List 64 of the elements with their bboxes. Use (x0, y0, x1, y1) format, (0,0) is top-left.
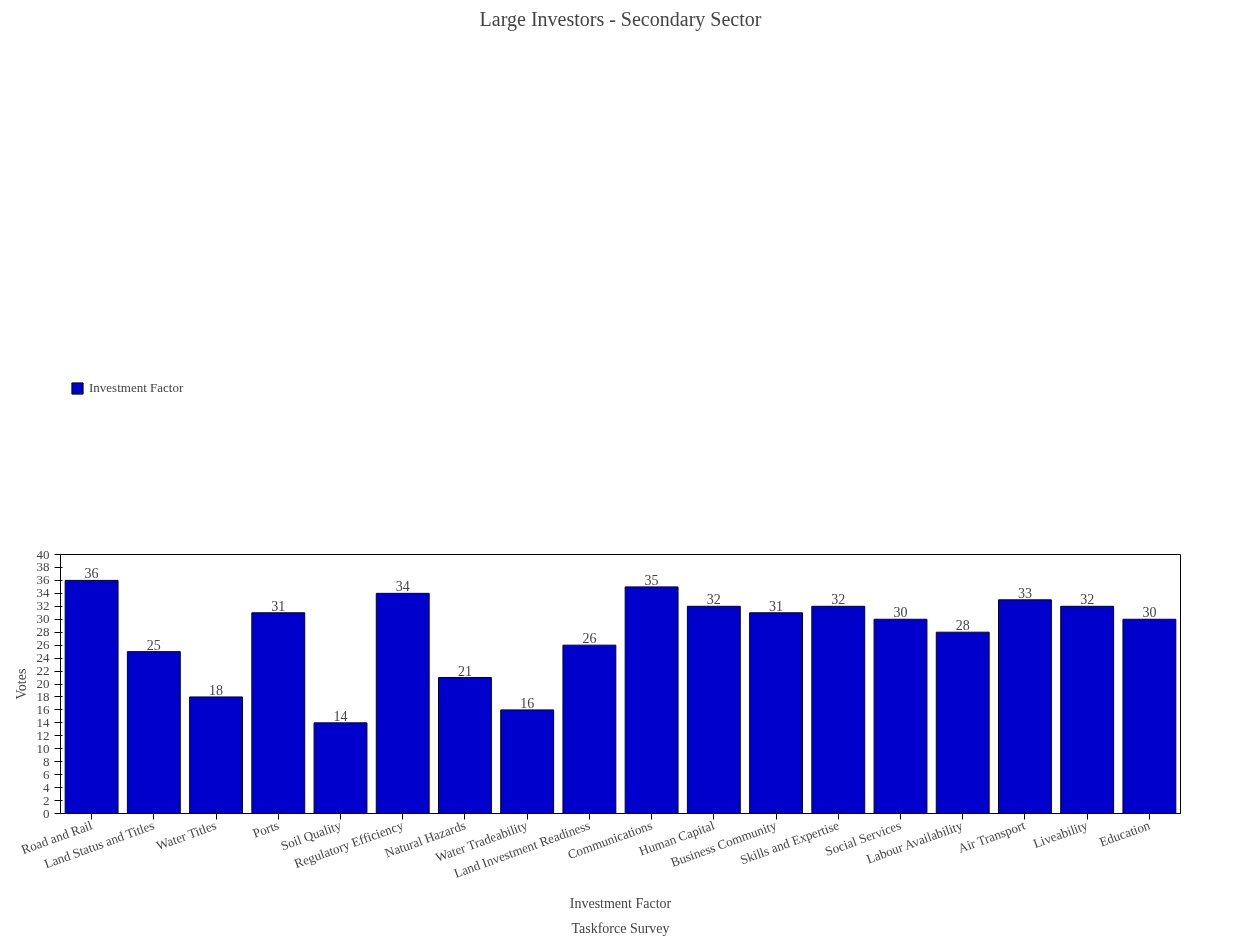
bar (811, 605, 866, 814)
data-label: 36 (84, 566, 99, 582)
y-tick-label: 34 (36, 585, 50, 601)
bar (749, 612, 803, 814)
data-label: 21 (457, 663, 472, 679)
bar (873, 618, 928, 814)
bar (562, 644, 617, 814)
legend-label: Investment Factor (89, 380, 184, 396)
x-tick-label: Water Titles (154, 817, 219, 854)
y-axis-title: Votes (13, 668, 29, 700)
data-label: 32 (831, 592, 846, 608)
bar (251, 612, 306, 814)
bar (313, 722, 368, 814)
bar (189, 696, 243, 814)
data-label: 35 (644, 572, 659, 588)
y-tick-label: 28 (36, 624, 50, 640)
y-tick-label: 32 (36, 598, 50, 614)
data-label: 30 (1142, 605, 1157, 621)
data-label: 31 (271, 598, 286, 614)
bar (686, 605, 741, 814)
data-label: 28 (955, 618, 970, 634)
data-label: 16 (520, 695, 535, 711)
y-tick-label: 18 (36, 688, 50, 704)
y-tick-label: 4 (43, 779, 50, 795)
bar (126, 651, 181, 814)
bar (935, 631, 990, 814)
x-tick-label: Ports (250, 817, 281, 841)
y-tick-label: 24 (36, 650, 50, 666)
y-tick-label: 40 (36, 546, 50, 562)
bar (1122, 618, 1177, 814)
data-label: 32 (706, 592, 721, 608)
data-label: 31 (769, 598, 784, 614)
bar (500, 709, 555, 814)
data-label: 26 (582, 631, 597, 647)
data-label: 25 (146, 637, 161, 653)
y-tick-label: 38 (36, 559, 50, 575)
y-tick-label: 0 (43, 805, 50, 821)
bar (438, 677, 492, 814)
bar (624, 586, 679, 814)
y-tick-label: 6 (43, 766, 50, 782)
y-tick-label: 30 (36, 611, 50, 627)
y-tick-label: 2 (43, 792, 50, 808)
y-tick-label: 36 (36, 572, 50, 588)
data-label: 34 (395, 579, 410, 595)
x-axis-title: Investment Factor (569, 895, 672, 911)
y-tick-label: 12 (36, 727, 50, 743)
y-tick-label: 22 (36, 663, 50, 679)
bar (64, 579, 119, 814)
bar (998, 599, 1052, 814)
y-tick-label: 20 (36, 676, 50, 691)
data-label: 32 (1080, 592, 1095, 608)
text: Taskforce Survey (571, 920, 670, 936)
y-tick-label: 16 (36, 701, 50, 717)
data-label: 30 (893, 605, 908, 621)
data-label: 33 (1017, 585, 1032, 601)
y-tick-label: 26 (36, 637, 50, 653)
y-tick-label: 14 (36, 714, 50, 730)
bar (375, 592, 430, 814)
y-tick-label: 8 (43, 753, 50, 769)
data-label: 18 (209, 682, 224, 698)
y-tick-label: 10 (36, 740, 50, 756)
chart-title: Large Investors - Secondary Sector (479, 7, 762, 31)
bar (1060, 605, 1115, 814)
data-label: 14 (333, 708, 348, 724)
